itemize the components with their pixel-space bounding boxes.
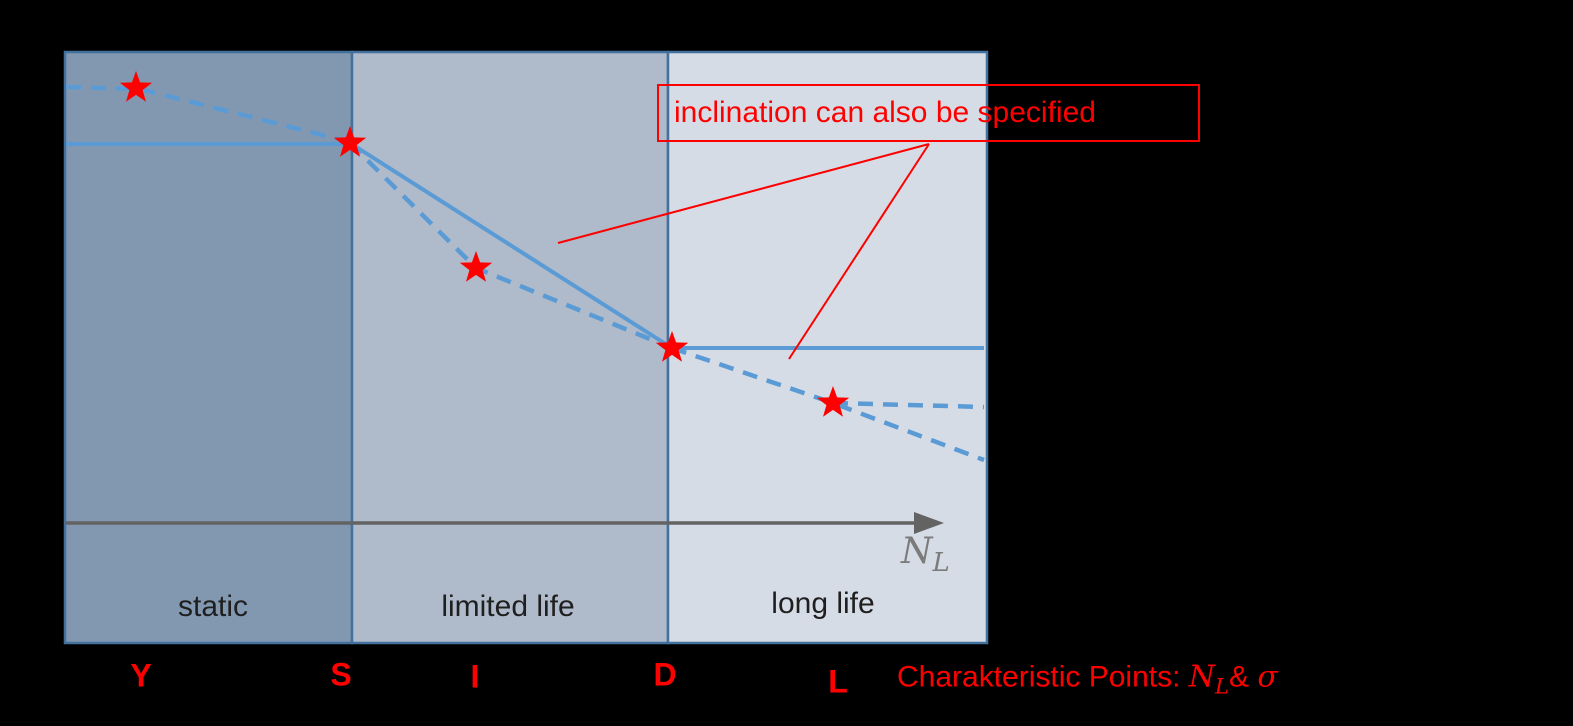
region-label-limited-life: limited life: [441, 590, 575, 623]
region-limited-life: [350, 50, 670, 645]
region-label-static: static: [177, 590, 249, 623]
point-letter-D: D: [653, 656, 677, 693]
x-axis-arrowhead: [914, 512, 944, 534]
curve-dashed-long-life-steep: [671, 345, 985, 463]
x-axis-label: NL: [901, 531, 950, 576]
caption-sigma-symbol: σ: [1257, 659, 1278, 695]
caption-n-subscript: L: [1215, 674, 1229, 699]
curve-solid-inclined-segment: [348, 141, 674, 350]
x-axis-symbol: N: [901, 531, 933, 572]
annotation-box: inclination can also be specified: [657, 84, 1200, 142]
point-letter-S: S: [330, 656, 352, 693]
x-axis-subscript: L: [932, 548, 950, 579]
caption-ampersand: &: [1228, 660, 1258, 694]
caption-n-symbol: N: [1188, 659, 1216, 695]
point-letter-Y: Y: [130, 657, 152, 694]
annotation-text: inclination can also be specified: [674, 96, 1096, 129]
point-letter-L: L: [828, 663, 848, 700]
annotation-leader-line-left: [557, 143, 930, 244]
region-static: [63, 50, 354, 645]
region-label-long-life: long life: [771, 587, 875, 620]
caption-prefix: Charakteristic Points:: [897, 660, 1189, 694]
caption-characteristic-points: Charakteristic Points: NL& σ: [897, 659, 1278, 698]
point-letter-I: I: [470, 658, 480, 695]
curve-dashed-long-life-shallow: [832, 400, 985, 410]
annotation-leader-line-right: [788, 143, 930, 360]
